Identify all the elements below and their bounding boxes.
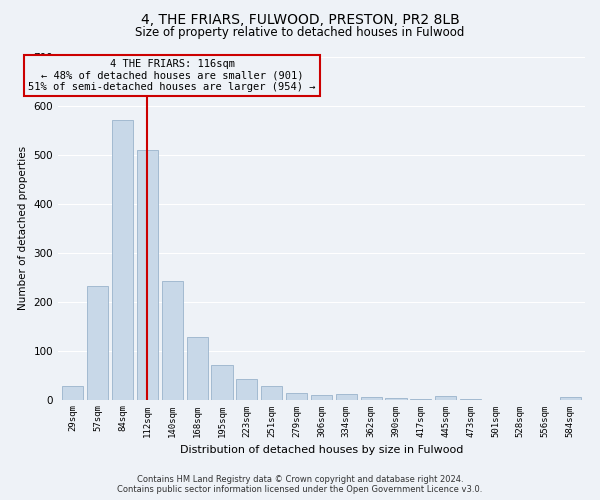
- Bar: [286, 392, 307, 400]
- Bar: [112, 120, 133, 400]
- Text: Size of property relative to detached houses in Fulwood: Size of property relative to detached ho…: [136, 26, 464, 39]
- Bar: [87, 286, 108, 400]
- Bar: [435, 396, 457, 400]
- Bar: [385, 398, 407, 400]
- Bar: [311, 395, 332, 400]
- Text: 4, THE FRIARS, FULWOOD, PRESTON, PR2 8LB: 4, THE FRIARS, FULWOOD, PRESTON, PR2 8LB: [140, 12, 460, 26]
- Bar: [336, 394, 357, 400]
- Text: 4 THE FRIARS: 116sqm
← 48% of detached houses are smaller (901)
51% of semi-deta: 4 THE FRIARS: 116sqm ← 48% of detached h…: [28, 59, 316, 92]
- Bar: [211, 365, 233, 400]
- Bar: [187, 338, 208, 400]
- Bar: [560, 396, 581, 400]
- Bar: [236, 379, 257, 400]
- Bar: [361, 397, 382, 400]
- Bar: [161, 281, 183, 400]
- Bar: [62, 386, 83, 400]
- X-axis label: Distribution of detached houses by size in Fulwood: Distribution of detached houses by size …: [180, 445, 463, 455]
- Bar: [261, 386, 282, 400]
- Bar: [410, 398, 431, 400]
- Text: Contains HM Land Registry data © Crown copyright and database right 2024.
Contai: Contains HM Land Registry data © Crown c…: [118, 474, 482, 494]
- Bar: [137, 150, 158, 400]
- Y-axis label: Number of detached properties: Number of detached properties: [18, 146, 28, 310]
